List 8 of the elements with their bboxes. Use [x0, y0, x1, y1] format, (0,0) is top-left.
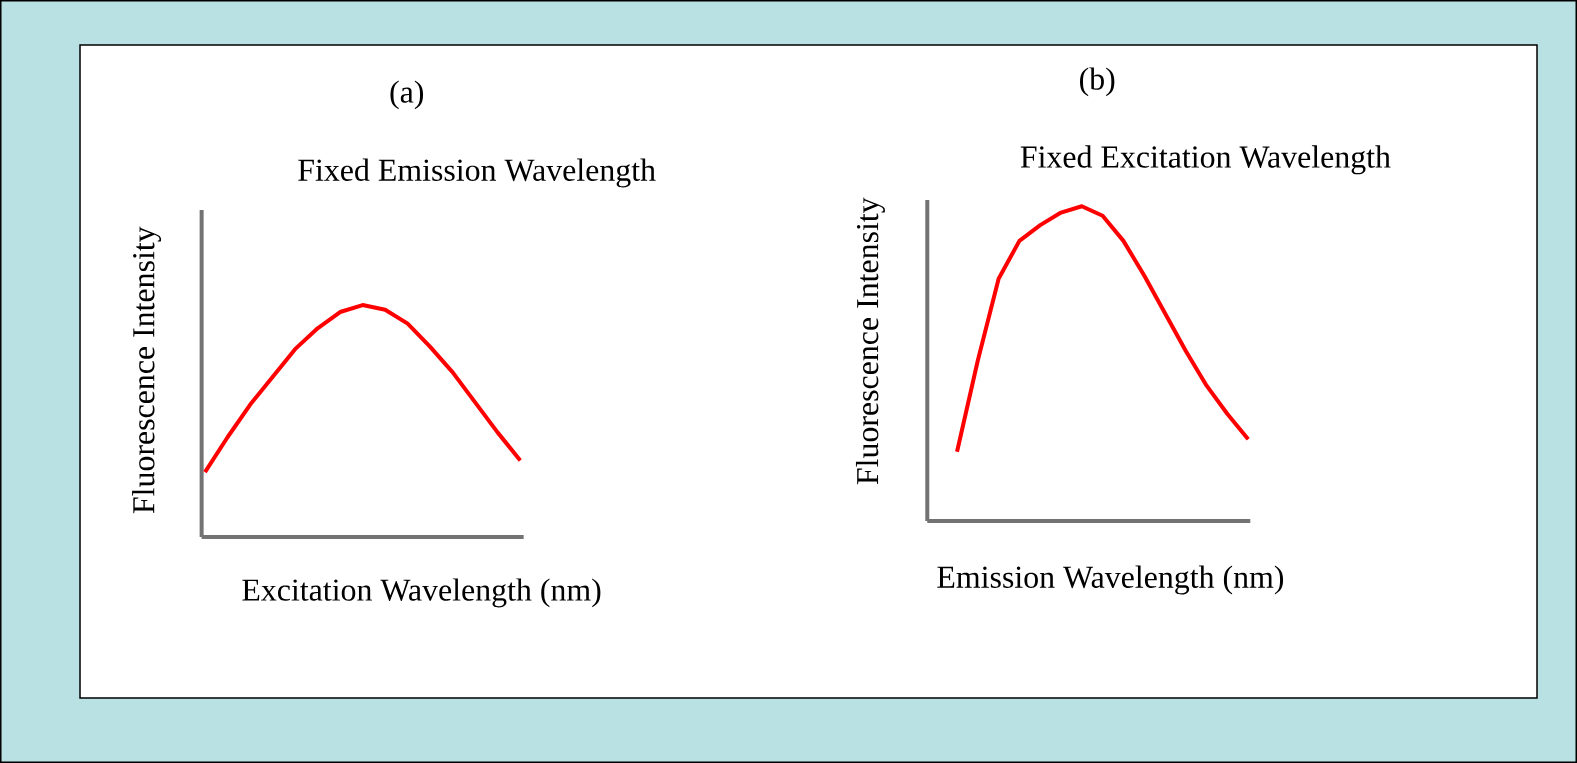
chart-title: (a) [390, 80, 424, 110]
x-axis-title: Excitation Wavelength (nm) [242, 578, 601, 608]
x-axis-title: Emission Wavelength (nm) [937, 565, 1284, 595]
y-axis-title: Fluorescence Intensity [855, 197, 885, 485]
chart-subtitle: Fixed Emission Wavelength [298, 158, 656, 188]
chart-title: (b) [1080, 67, 1115, 97]
chart-subtitle: Fixed Excitation Wavelength [1020, 145, 1391, 175]
y-axis-title: Fluorescence Intensity [132, 226, 162, 514]
